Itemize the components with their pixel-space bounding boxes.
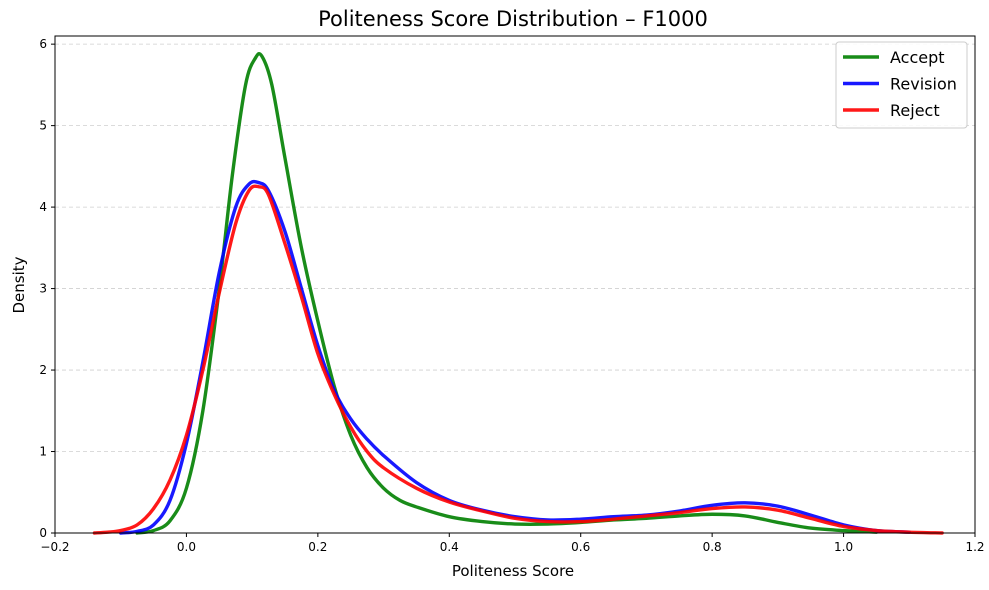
legend-label-reject: Reject: [890, 101, 940, 120]
series-line-accept: [135, 51, 879, 535]
x-tick-label: 0.8: [703, 540, 722, 554]
x-tick-label: 0.2: [308, 540, 327, 554]
x-tick-label: 0.4: [440, 540, 459, 554]
y-tick-label: 6: [39, 37, 47, 51]
legend-box: [835, 41, 968, 129]
series-layer: [92, 51, 944, 535]
legend: Accept Revision Reject: [835, 41, 968, 129]
x-axis: −0.2 0.0 0.2 0.4 0.6 0.8 1.0 1.2: [40, 533, 985, 554]
y-axis: 0 1 2 3 4 5 6: [39, 37, 55, 540]
y-tick-label: 0: [39, 526, 47, 540]
x-tick-label: 1.0: [834, 540, 853, 554]
y-axis-label: Density: [10, 256, 28, 313]
x-tick-label: 0.0: [177, 540, 196, 554]
x-axis-label: Politeness Score: [452, 562, 574, 580]
legend-label-revision: Revision: [890, 75, 957, 94]
series-line-reject: [92, 184, 944, 535]
series-line-revision: [119, 179, 911, 535]
plot-frame: [54, 35, 976, 534]
chart-title: Politeness Score Distribution – F1000: [318, 7, 708, 31]
legend-label-accept: Accept: [890, 48, 945, 67]
y-tick-label: 4: [39, 200, 47, 214]
x-tick-label: −0.2: [40, 540, 69, 554]
y-tick-label: 5: [39, 119, 47, 133]
x-tick-label: 1.2: [965, 540, 984, 554]
y-tick-label: 2: [39, 363, 47, 377]
y-tick-label: 1: [39, 445, 47, 459]
y-tick-label: 3: [39, 282, 47, 296]
x-tick-label: 0.6: [571, 540, 590, 554]
